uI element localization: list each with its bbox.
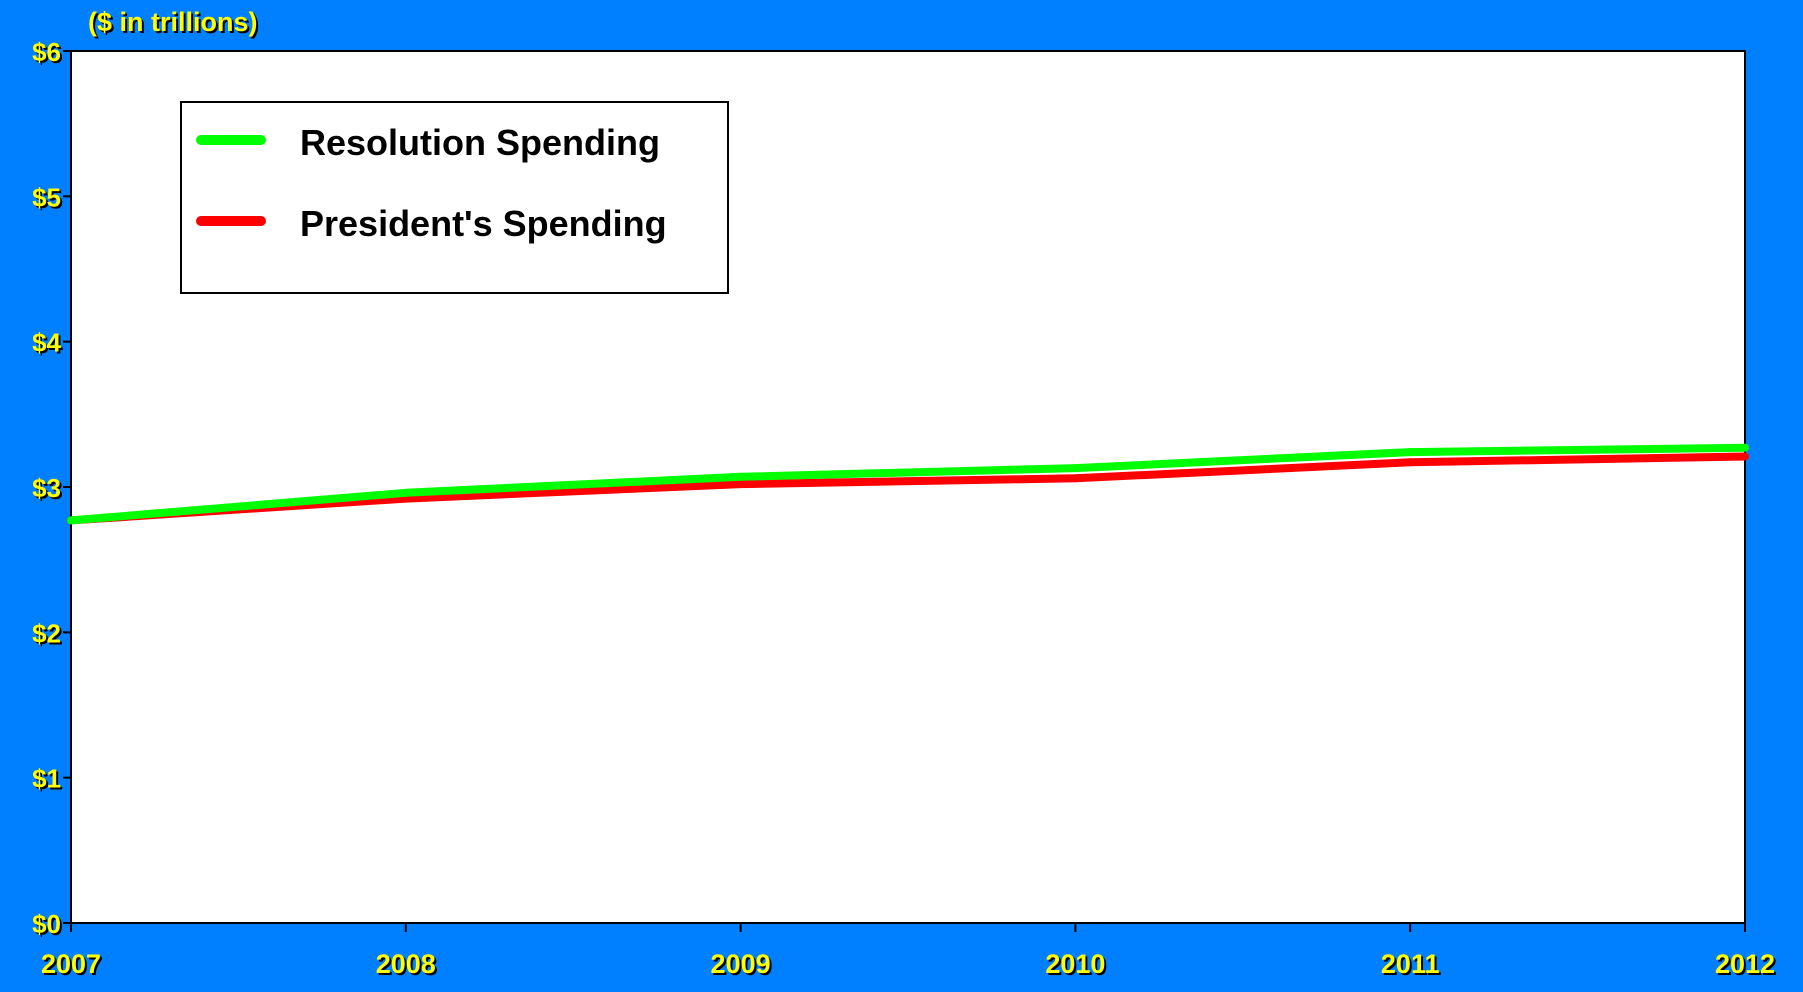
x-tick-label: 2011 [1381,949,1440,979]
x-tick-label-shadow: 2010 [1047,951,1107,981]
series-0-point [1071,474,1080,483]
y-axis: $0$0$1$1$2$2$3$3$4$4$5$5$6$6 [32,37,71,941]
y-tick-label-shadow: $1 [34,766,63,796]
x-tick-label: 2009 [711,949,771,979]
legend-label: Resolution Spending [300,122,660,163]
unit-label: ($ in trillions) [88,7,258,37]
series-1-point [1071,464,1080,473]
y-tick-label-shadow: $3 [34,475,63,505]
series-0-point [1406,458,1415,467]
x-tick-label-shadow: 2012 [1717,951,1777,981]
x-tick-label-shadow: 2008 [378,951,438,981]
x-tick-label: 2010 [1045,949,1105,979]
series-1-point [67,516,75,525]
y-tick-label-shadow: $5 [34,184,63,214]
x-tick-label: 2007 [41,949,101,979]
series-1-point [1406,448,1415,457]
y-tick-label: $1 [32,764,61,794]
y-tick-label: $6 [32,37,61,67]
y-tick-label-shadow: $0 [34,911,63,941]
series-0-point [1741,452,1749,461]
x-tick-label-shadow: 2007 [43,951,103,981]
y-tick-label: $2 [32,618,61,648]
y-tick-label: $5 [32,182,61,212]
x-tick-label: 2012 [1715,949,1775,979]
y-tick-label-shadow: $4 [34,330,63,360]
legend-label: President's Spending [300,203,667,244]
series-lines [67,443,1749,525]
series-1-point [736,472,745,481]
legend: Resolution Spending President's Spending [180,101,729,294]
x-tick-label-shadow: 2009 [713,951,773,981]
y-tick-label: $0 [32,909,61,939]
y-tick-label: $4 [32,328,61,358]
series-1-point [1741,443,1749,452]
x-tick-label: 2008 [376,949,436,979]
x-tick-label-shadow: 2011 [1383,951,1442,981]
series-1-point [401,488,410,497]
series-line-0 [70,452,1746,525]
y-tick-label-shadow: $2 [34,620,63,650]
series-0-point [736,480,745,489]
unit-label-shadow: ($ in trillions) [90,9,260,39]
y-tick-label: $3 [32,473,61,503]
series-line-1 [70,443,1746,525]
legend-box [180,101,729,294]
y-tick-label-shadow: $6 [34,39,63,69]
